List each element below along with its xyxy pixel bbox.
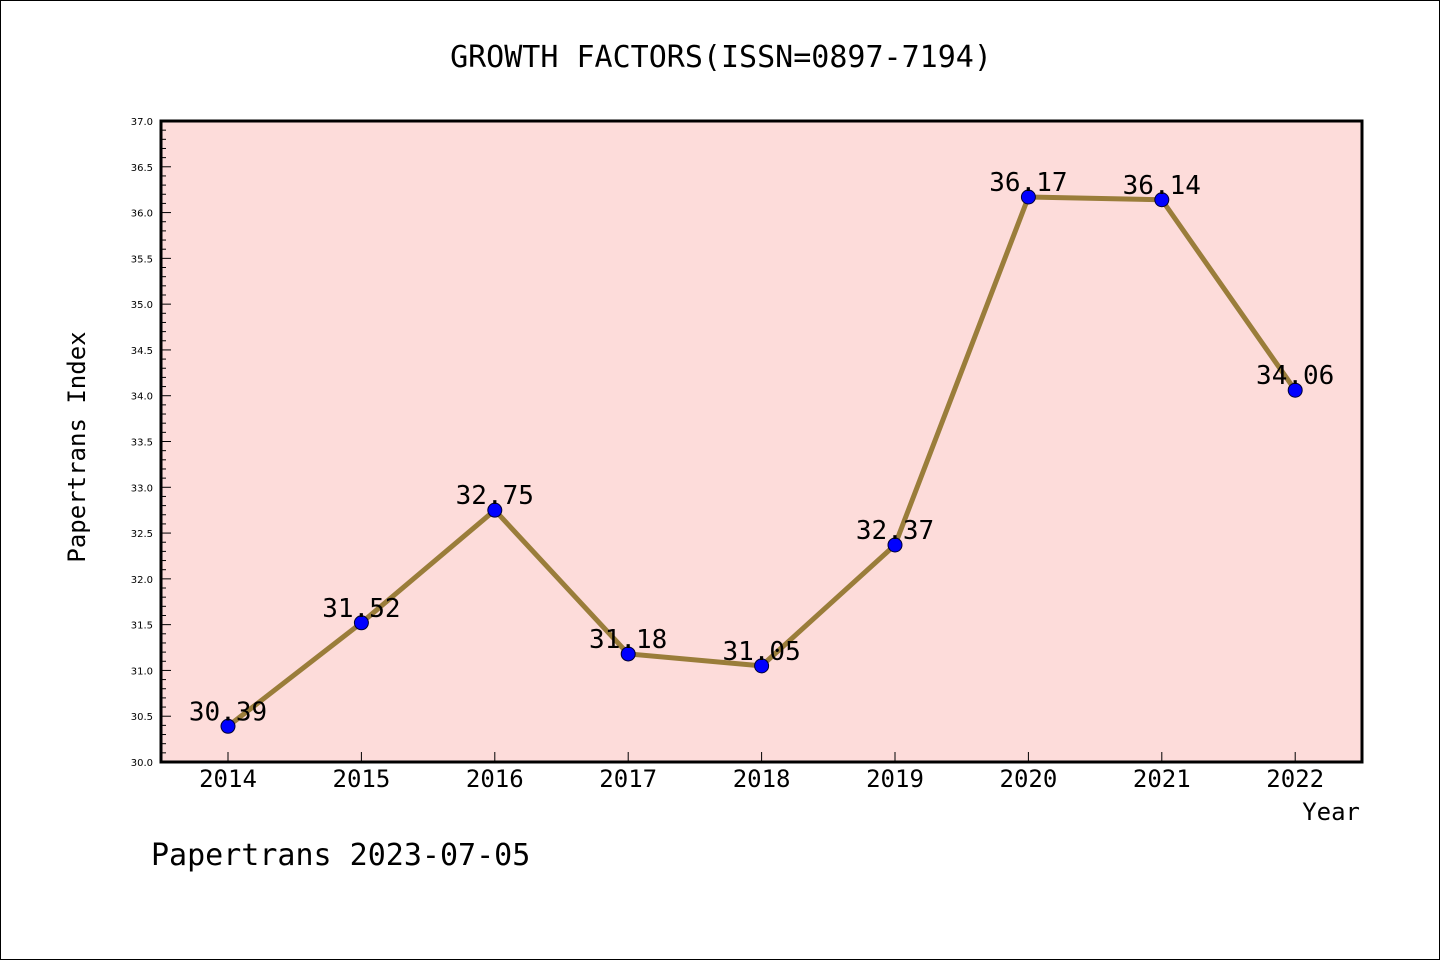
data-point [487, 502, 503, 518]
x-axis-label: Year [1302, 798, 1360, 826]
y-tick-label: 32.5 [131, 529, 153, 540]
series-line-segment [225, 620, 364, 729]
x-tick-label: 2020 [1000, 765, 1058, 793]
data-label: 31.18 [589, 625, 667, 655]
y-tick-label: 33.5 [131, 438, 153, 449]
footer-text: Papertrans 2023-07-05 [151, 838, 530, 873]
x-tick-label: 2014 [199, 765, 257, 793]
series-line-segment [892, 194, 1031, 548]
y-tick-label: 30.0 [131, 758, 153, 769]
data-point [1154, 192, 1170, 208]
data-label: 34.06 [1256, 361, 1334, 391]
x-tick-label: 2018 [733, 765, 791, 793]
y-tick-label: 34.5 [131, 346, 153, 357]
data-point [353, 615, 369, 631]
data-point [754, 658, 770, 674]
data-point [1020, 189, 1036, 205]
y-axis-label: Papertrans Index [63, 331, 91, 562]
data-label: 30.39 [189, 697, 267, 727]
data-label: 31.52 [322, 594, 400, 624]
x-tick-label: 2021 [1133, 765, 1191, 793]
data-labels: 30.39 31.52 32.75 31.18 31.05 32.37 36.17 36.14… [189, 168, 1334, 727]
series-line-segment [358, 507, 498, 626]
data-label: 31.05 [722, 637, 800, 667]
y-tick-label: 31.0 [131, 666, 153, 677]
y-tick-label: 34.0 [131, 392, 153, 403]
chart-title: GROWTH FACTORS(ISSN=0897-7194) [450, 40, 992, 75]
data-label: 36.17 [989, 168, 1067, 198]
series-line-group [220, 189, 1303, 734]
data-label: 32.75 [456, 481, 534, 511]
x-tick-label: 2022 [1266, 765, 1324, 793]
y-tick-label: 36.5 [131, 163, 153, 174]
series-line-segment [1025, 194, 1165, 203]
data-point [887, 537, 903, 553]
data-point [1287, 382, 1303, 398]
data-label: 32.37 [856, 516, 934, 546]
x-tick-label: 2016 [466, 765, 524, 793]
series-line-segment [759, 542, 898, 669]
data-point [620, 646, 636, 662]
y-tick-label: 30.5 [131, 712, 153, 723]
y-tick-label: 33.0 [131, 483, 153, 494]
series-line-segment [625, 651, 765, 669]
y-tick-label: 32.0 [131, 575, 153, 586]
series-line-segment [492, 507, 631, 657]
y-tick-label: 35.5 [131, 254, 153, 265]
y-tick-label: 31.5 [131, 621, 153, 632]
data-point [220, 718, 236, 734]
x-tick-label: 2017 [599, 765, 657, 793]
y-axis: 30.0 30.5 31.0 31.5 32.0 32.5 33.0 33.5 34.0 34.5… [131, 117, 171, 769]
y-tick-label: 35.0 [131, 300, 153, 311]
y-tick-label: 37.0 [131, 117, 153, 128]
series-line-segment [1159, 197, 1298, 393]
x-axis: 2014 2015 2016 2017 2018 2019 2020 2021 2022 [199, 752, 1324, 793]
data-label: 36.14 [1123, 171, 1201, 201]
plot-area [159, 119, 1364, 764]
x-tick-label: 2015 [333, 765, 391, 793]
y-tick-label: 36.0 [131, 209, 153, 220]
x-tick-label: 2019 [866, 765, 924, 793]
